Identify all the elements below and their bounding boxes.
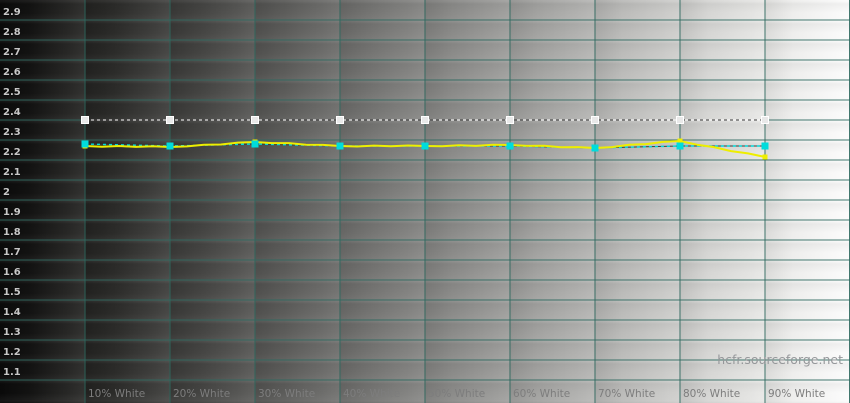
- y-tick-label: 2.1: [3, 167, 21, 178]
- y-tick-label: 1.3: [3, 327, 21, 338]
- y-tick-label: 1.1: [3, 367, 21, 378]
- y-tick-label: 1.9: [3, 207, 21, 218]
- measured-point-marker: [762, 154, 768, 160]
- x-tick-label: 50% White: [428, 388, 486, 400]
- reference-point-marker: [761, 116, 769, 124]
- y-tick-label: 2.6: [3, 67, 21, 78]
- x-tick-label: 40% White: [343, 388, 401, 400]
- gamma-points-line: [84, 143, 765, 149]
- reference-point-marker: [81, 116, 89, 124]
- gamma-point-marker: [761, 142, 769, 150]
- watermark: hcfr.sourceforge.net: [717, 352, 843, 367]
- reference-point-marker: [676, 116, 684, 124]
- y-tick-label: 2.7: [3, 47, 21, 58]
- measured-point-marker: [677, 138, 683, 144]
- reference-point-marker: [251, 116, 259, 124]
- y-tick-label: 2.8: [3, 27, 21, 38]
- y-tick-label: 2.5: [3, 87, 21, 98]
- reference-point-marker: [421, 116, 429, 124]
- gamma-point-marker: [676, 142, 684, 150]
- gamma-point-marker: [591, 144, 599, 152]
- y-tick-label: 2: [3, 187, 10, 198]
- y-tick-label: 1.7: [3, 247, 21, 258]
- gamma-point-marker: [336, 142, 344, 150]
- reference-point-marker: [336, 116, 344, 124]
- gamma-point-marker: [81, 140, 89, 148]
- y-tick-label: 1.4: [3, 307, 21, 318]
- y-tick-label: 2.9: [3, 7, 21, 18]
- gamma-point-marker: [506, 142, 514, 150]
- x-tick-label: 80% White: [683, 388, 741, 400]
- gamma-point-marker: [166, 142, 174, 150]
- x-tick-label: 30% White: [258, 388, 316, 400]
- x-tick-label: 60% White: [513, 388, 571, 400]
- x-tick-label: 90% White: [768, 388, 826, 400]
- gamma-point-marker: [251, 140, 259, 148]
- y-tick-label: 2.3: [3, 127, 21, 138]
- x-tick-label: 10% White: [88, 388, 146, 400]
- y-tick-label: 1.8: [3, 227, 21, 238]
- x-tick-label: 70% White: [598, 388, 656, 400]
- reference-point-marker: [591, 116, 599, 124]
- y-tick-label: 1.6: [3, 267, 21, 278]
- y-tick-label: 2.2: [3, 147, 21, 158]
- reference-point-marker: [506, 116, 514, 124]
- y-tick-label: 1.2: [3, 347, 21, 358]
- y-tick-label: 2.4: [3, 107, 21, 118]
- y-tick-label: 1.5: [3, 287, 21, 298]
- x-tick-label: 20% White: [173, 388, 231, 400]
- gamma-point-marker: [421, 142, 429, 150]
- reference-point-marker: [166, 116, 174, 124]
